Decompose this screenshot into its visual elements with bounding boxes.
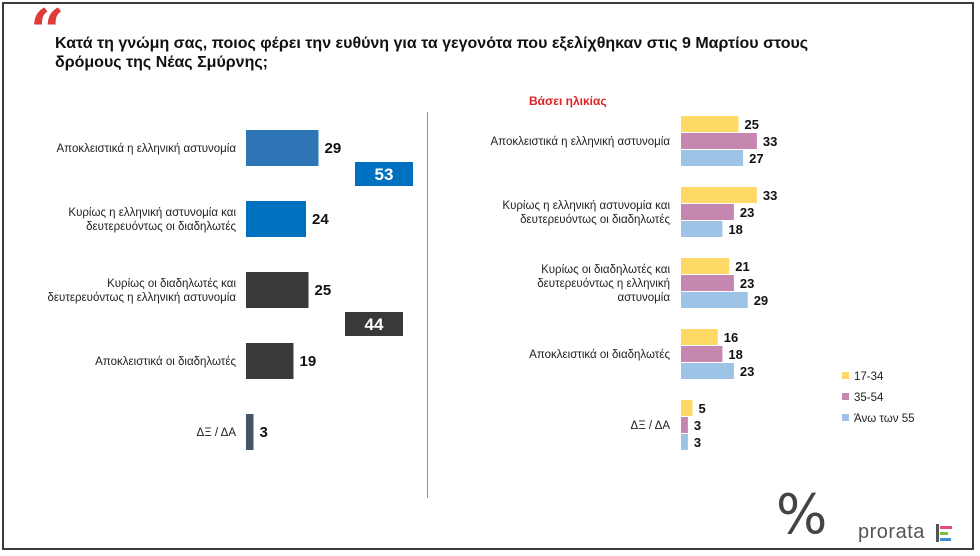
age-category-label: ΔΞ / ΔΑ	[631, 420, 671, 432]
age-category-label: Κυρίως οι διαδηλωτές και	[541, 264, 670, 276]
overall-bar	[246, 272, 309, 308]
age-bar	[681, 400, 693, 416]
age-value-label: 16	[724, 330, 738, 345]
age-value-label: 33	[763, 134, 777, 149]
overall-value-label: 19	[300, 353, 317, 370]
aggregate-box	[355, 162, 413, 186]
age-chart-subtitle: Βάσει ηλικίας	[529, 94, 607, 108]
overall-category-label: Κυρίως οι διαδηλωτές και	[107, 278, 236, 290]
overall-bar	[246, 343, 294, 379]
age-bar	[681, 329, 718, 345]
age-value-label: 23	[740, 205, 754, 220]
percent-logo-icon: %	[776, 483, 828, 546]
prorata-bars-icon	[936, 524, 952, 542]
age-category-label: Αποκλειστικά η ελληνική αστυνομία	[491, 136, 671, 148]
overall-value-label: 29	[325, 140, 342, 157]
aggregate-box	[345, 312, 403, 336]
age-category-label: αστυνομία	[617, 292, 670, 304]
aggregate-value-label: 44	[365, 315, 384, 334]
quote-mark-icon: “	[30, 0, 65, 67]
age-category-label: Αποκλειστικά οι διαδηλωτές	[529, 349, 670, 361]
legend-swatch	[842, 414, 849, 421]
age-bar	[681, 434, 688, 450]
age-value-label: 3	[694, 418, 701, 433]
overall-value-label: 25	[315, 282, 332, 299]
age-bar	[681, 417, 688, 433]
age-category-label: δευτερευόντως οι διαδηλωτές	[520, 214, 670, 226]
age-bar	[681, 275, 734, 291]
aggregate-value-label: 53	[375, 165, 394, 184]
overall-bar	[246, 130, 319, 166]
age-value-label: 29	[754, 293, 768, 308]
age-value-label: 25	[745, 117, 759, 132]
age-bar	[681, 221, 723, 237]
overall-value-label: 3	[260, 424, 268, 441]
legend-label: 35-54	[854, 392, 884, 404]
overall-category-label: δευτερευόντως η ελληνική αστυνομία	[48, 292, 237, 304]
slide-frame	[2, 2, 974, 550]
age-bar	[681, 346, 723, 362]
age-bar	[681, 204, 734, 220]
overall-value-label: 24	[312, 211, 329, 228]
age-value-label: 23	[740, 364, 754, 379]
age-value-label: 5	[699, 401, 706, 416]
overall-category-label: Αποκλειστικά οι διαδηλωτές	[95, 356, 236, 368]
age-bar	[681, 150, 744, 166]
age-value-label: 23	[740, 276, 754, 291]
legend-swatch	[842, 372, 849, 379]
age-value-label: 27	[749, 151, 763, 166]
prorata-brand: prorata	[858, 521, 925, 543]
overall-category-label: Κυρίως η ελληνική αστυνομία και	[68, 207, 236, 219]
age-value-label: 18	[728, 222, 742, 237]
legend-label: Άνω των 55	[854, 413, 915, 425]
overall-category-label: Αποκλειστικά η ελληνική αστυνομία	[57, 143, 237, 155]
age-category-label: Κυρίως η ελληνική αστυνομία και	[502, 200, 670, 212]
age-bar	[681, 133, 757, 149]
age-bar	[681, 116, 739, 132]
panel-divider	[427, 112, 428, 498]
overall-category-label: δευτερευόντως οι διαδηλωτές	[86, 221, 236, 233]
overall-bar	[246, 201, 306, 237]
age-bar	[681, 187, 757, 203]
age-bar	[681, 258, 730, 274]
legend-swatch	[842, 393, 849, 400]
legend-label: 17-34	[854, 371, 884, 383]
age-value-label: 33	[763, 188, 777, 203]
age-bar	[681, 292, 748, 308]
overall-bar	[246, 414, 254, 450]
question-title: Κατά τη γνώμη σας, ποιος φέρει την ευθύν…	[55, 35, 809, 71]
age-value-label: 3	[694, 435, 701, 450]
age-value-label: 18	[728, 347, 742, 362]
age-value-label: 21	[735, 259, 749, 274]
age-bar	[681, 363, 734, 379]
overall-category-label: ΔΞ / ΔΑ	[197, 427, 237, 439]
age-category-label: δευτερευόντως η ελληνική	[537, 278, 670, 290]
